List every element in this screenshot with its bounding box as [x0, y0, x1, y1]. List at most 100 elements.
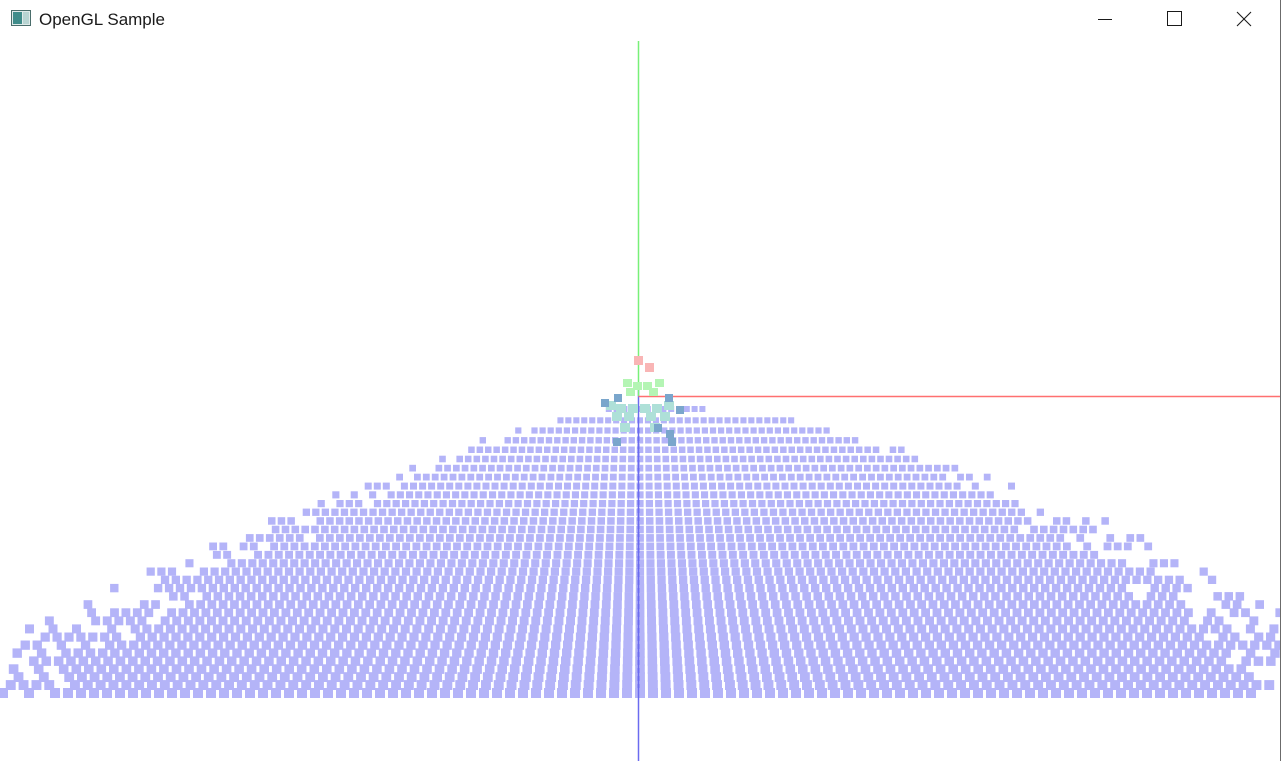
cloud-point	[146, 664, 157, 674]
cloud-point	[560, 508, 568, 516]
cloud-point	[662, 464, 670, 472]
cloud-point	[288, 680, 299, 690]
cloud-point	[139, 600, 149, 609]
cloud-point	[701, 427, 708, 434]
cloud-point	[623, 624, 633, 634]
cloud-point	[1275, 608, 1280, 618]
cloud-point	[981, 680, 992, 690]
cloud-point	[687, 446, 694, 453]
cloud-point	[395, 559, 404, 568]
cloud-point	[364, 482, 372, 490]
cloud-point	[685, 672, 696, 682]
cloud-point	[601, 473, 608, 481]
cloud-point	[580, 427, 587, 434]
cloud-point	[901, 672, 912, 682]
cloud-point	[546, 534, 554, 542]
cloud-point	[951, 525, 959, 534]
cloud-point	[1158, 632, 1169, 642]
cloud-point	[796, 446, 804, 453]
cloud-point	[1104, 608, 1113, 618]
cloud-point	[135, 632, 145, 642]
cloud-point	[510, 446, 517, 453]
cloud-point	[1016, 632, 1026, 642]
cloud-point	[596, 525, 605, 534]
minimize-button[interactable]	[1070, 0, 1140, 38]
cloud-point	[1018, 600, 1028, 609]
cloud-point	[1026, 648, 1036, 658]
cloud-point	[657, 583, 667, 593]
opengl-app-icon	[11, 10, 31, 26]
cloud-point	[301, 575, 310, 584]
cloud-point	[253, 616, 263, 626]
cloud-point	[733, 575, 742, 584]
cloud-point	[241, 672, 252, 682]
cloud-point	[177, 624, 187, 634]
cloud-point	[486, 656, 497, 666]
cloud-point	[1079, 550, 1088, 559]
cloud-point	[981, 542, 990, 551]
cloud-point	[326, 632, 336, 642]
cloud-point	[529, 473, 537, 481]
cloud-point	[861, 632, 871, 642]
cloud-point	[805, 446, 812, 453]
cloud-point	[790, 550, 799, 559]
cloud-point	[332, 491, 340, 499]
cloud-point	[1167, 672, 1178, 682]
cloud-point	[1221, 648, 1231, 658]
maximize-icon	[1167, 11, 1182, 26]
cloud-point	[818, 437, 826, 444]
cloud-point	[1038, 648, 1048, 658]
cloud-point	[490, 640, 500, 650]
cloud-point	[636, 525, 644, 534]
cloud-point	[768, 542, 776, 551]
title-bar[interactable]: OpenGL Sample	[0, 0, 1280, 38]
cloud-point	[986, 567, 996, 576]
cloud-point	[1017, 616, 1027, 626]
cloud-point	[932, 656, 942, 666]
cloud-point	[757, 648, 767, 658]
cloud-point	[851, 437, 859, 444]
cloud-point	[178, 608, 188, 618]
cloud-point	[380, 525, 388, 534]
cloud-point	[828, 640, 838, 650]
cloud-point	[788, 624, 798, 634]
cloud-point	[694, 517, 702, 525]
cloud-point	[20, 640, 30, 650]
cloud-point	[856, 534, 864, 542]
cloud-point	[636, 417, 643, 424]
cloud-point	[681, 616, 691, 626]
cloud-point	[403, 648, 413, 658]
cloud-point	[724, 464, 731, 472]
cloud-point	[1008, 482, 1015, 490]
cloud-point	[840, 640, 850, 650]
cloud-point	[826, 534, 834, 542]
cloud-point	[542, 616, 552, 626]
cloud-point	[1001, 648, 1012, 658]
cloud-point	[1241, 608, 1250, 618]
cloud-point	[361, 608, 371, 618]
cloud-point	[589, 417, 596, 424]
cloud-point	[791, 517, 799, 525]
cloud-point	[494, 473, 501, 481]
maximize-button[interactable]	[1139, 0, 1209, 38]
close-button[interactable]	[1209, 0, 1279, 38]
cloud-point	[636, 550, 644, 559]
opengl-viewport[interactable]	[0, 38, 1280, 761]
cloud-point	[366, 534, 374, 542]
cloud-point	[823, 473, 831, 481]
cloud-point	[1157, 592, 1167, 601]
cloud-point	[1008, 567, 1017, 576]
cloud-point	[1118, 559, 1127, 568]
cloud-point	[759, 600, 769, 609]
cloud-point	[833, 500, 841, 508]
cloud-point	[669, 592, 678, 601]
cloud-point	[227, 559, 236, 568]
cloud-point	[522, 550, 531, 559]
cloud-point	[997, 640, 1007, 650]
cloud-point	[1210, 624, 1220, 634]
cloud-point	[517, 575, 526, 584]
cloud-point	[590, 600, 600, 609]
cloud-point	[636, 508, 644, 516]
cloud-point	[1213, 592, 1222, 601]
